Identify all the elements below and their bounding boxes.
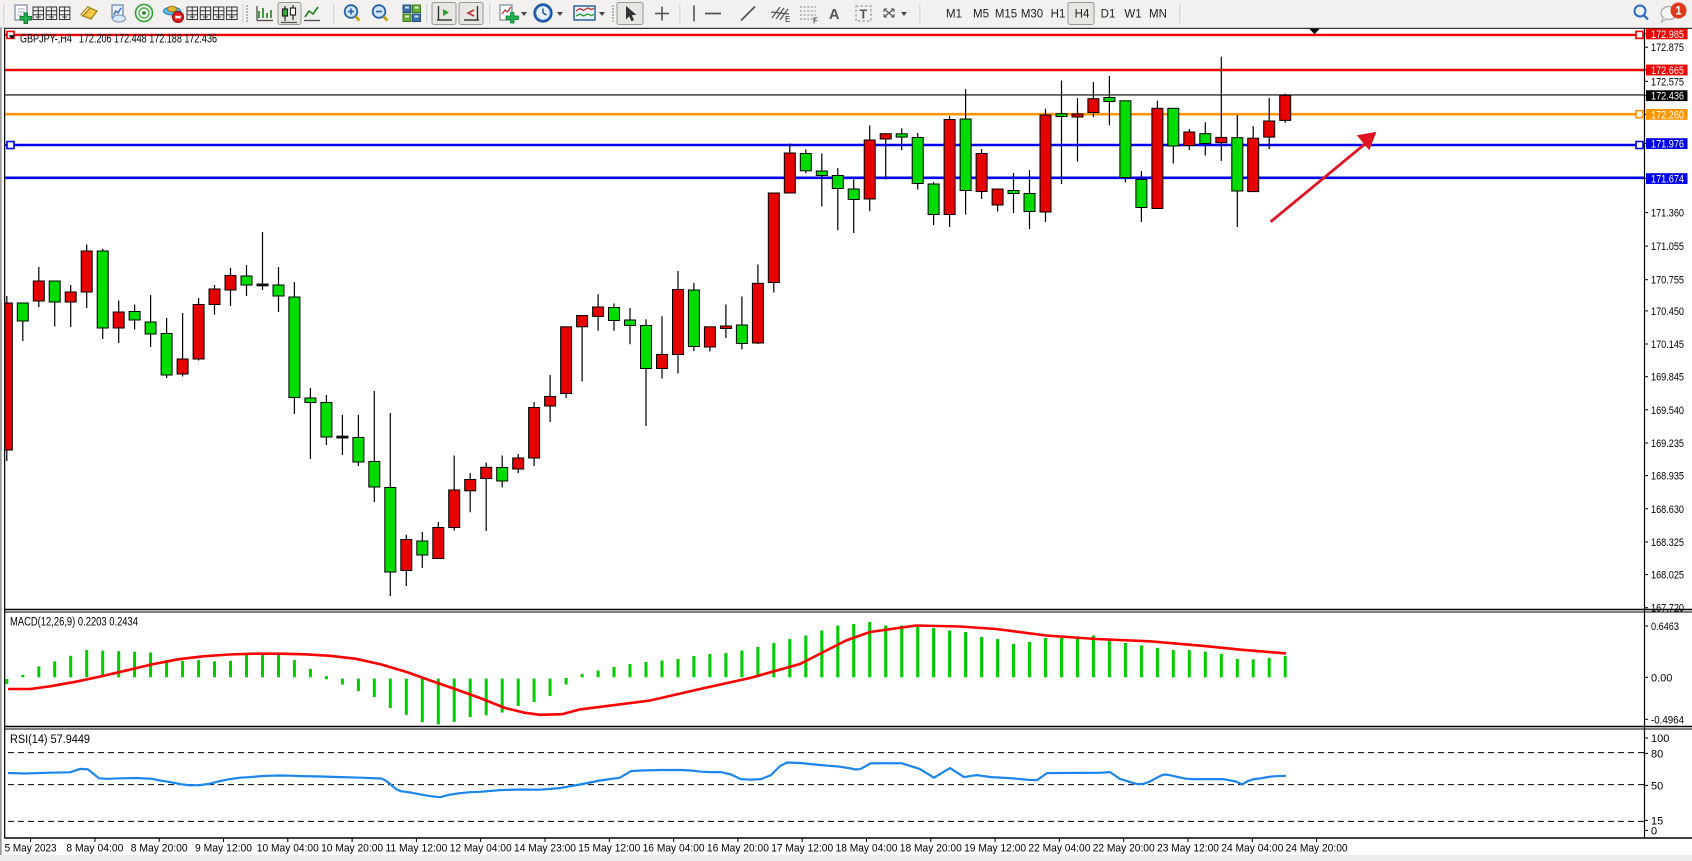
svg-text:10 May 04:00: 10 May 04:00 (257, 843, 319, 855)
svg-text:80: 80 (1651, 748, 1663, 760)
svg-text:171.674: 171.674 (1651, 174, 1684, 186)
svg-text:168.325: 168.325 (1651, 537, 1684, 549)
svg-text:15: 15 (1651, 815, 1663, 827)
svg-text:M15: M15 (995, 9, 1017, 21)
svg-text:12 May 04:00: 12 May 04:00 (450, 843, 512, 855)
svg-text:10 May 20:00: 10 May 20:00 (321, 843, 383, 855)
svg-text:16 May 20:00: 16 May 20:00 (707, 843, 769, 855)
svg-text:23 May 12:00: 23 May 12:00 (1157, 843, 1219, 855)
svg-text:A: A (829, 7, 840, 23)
svg-text:MACD(12,26,9) 0.2203 0.2434: MACD(12,26,9) 0.2203 0.2434 (10, 617, 138, 629)
svg-text:0.6463: 0.6463 (1651, 621, 1679, 633)
svg-text:172.985: 172.985 (1651, 29, 1684, 41)
svg-text:168.935: 168.935 (1651, 471, 1684, 483)
svg-text:50: 50 (1651, 780, 1663, 792)
svg-text:167.720: 167.720 (1651, 603, 1684, 615)
svg-text:172.875: 172.875 (1651, 42, 1684, 54)
svg-text:17 May 12:00: 17 May 12:00 (771, 843, 833, 855)
svg-text:169.845: 169.845 (1651, 372, 1684, 384)
svg-text:169.540: 169.540 (1651, 405, 1684, 417)
svg-text:18 May 04:00: 18 May 04:00 (836, 843, 898, 855)
svg-text:172.260: 172.260 (1651, 109, 1684, 121)
svg-text:14 May 23:00: 14 May 23:00 (514, 843, 576, 855)
svg-text:171.360: 171.360 (1651, 208, 1684, 220)
svg-text:19 May 12:00: 19 May 12:00 (964, 843, 1026, 855)
svg-text:9 May 12:00: 9 May 12:00 (195, 843, 252, 855)
svg-text:E: E (785, 15, 790, 24)
svg-text:171.976: 171.976 (1651, 139, 1684, 151)
svg-text:W1: W1 (1124, 9, 1141, 21)
svg-text:-0.4964: -0.4964 (1651, 714, 1684, 726)
svg-text:8 May 04:00: 8 May 04:00 (66, 843, 123, 855)
svg-text:5 May 2023: 5 May 2023 (5, 843, 57, 855)
svg-text:H1: H1 (1051, 9, 1066, 21)
svg-text:15 May 12:00: 15 May 12:00 (578, 843, 640, 855)
svg-text:F: F (813, 17, 818, 26)
svg-text:T: T (860, 8, 868, 22)
svg-text:M5: M5 (973, 9, 989, 21)
svg-text:0.00: 0.00 (1651, 672, 1672, 684)
svg-text:16 May 04:00: 16 May 04:00 (643, 843, 705, 855)
svg-text:168.025: 168.025 (1651, 570, 1684, 582)
svg-text:172.436: 172.436 (1651, 91, 1684, 103)
svg-text:171.055: 171.055 (1651, 241, 1684, 253)
svg-text:168.630: 168.630 (1651, 504, 1684, 516)
svg-text:172.665: 172.665 (1651, 65, 1684, 77)
svg-text:169.235: 169.235 (1651, 438, 1684, 450)
svg-text:172.575: 172.575 (1651, 76, 1684, 88)
svg-text:11 May 12:00: 11 May 12:00 (385, 843, 447, 855)
svg-text:22 May 04:00: 22 May 04:00 (1028, 843, 1090, 855)
svg-text:M1: M1 (946, 9, 962, 21)
svg-text:D1: D1 (1101, 9, 1116, 21)
svg-text:H4: H4 (1075, 9, 1090, 21)
svg-text:170.450: 170.450 (1651, 306, 1684, 318)
svg-text:M30: M30 (1021, 9, 1043, 21)
svg-text:0: 0 (1651, 825, 1657, 837)
svg-text:170.145: 170.145 (1651, 339, 1684, 351)
svg-text:8 May 20:00: 8 May 20:00 (131, 843, 188, 855)
svg-text:22 May 20:00: 22 May 20:00 (1093, 843, 1155, 855)
svg-text:MN: MN (1149, 9, 1167, 21)
svg-text:GBPJPY-,H4 172.206 172.448 17: GBPJPY-,H4 172.206 172.448 172.188 172.4… (20, 32, 217, 46)
svg-text:24 May 04:00: 24 May 04:00 (1221, 843, 1283, 855)
svg-text:18 May 20:00: 18 May 20:00 (900, 843, 962, 855)
svg-text:1: 1 (1675, 6, 1682, 18)
svg-text:RSI(14) 57.9449: RSI(14) 57.9449 (10, 734, 90, 746)
svg-text:24 May 20:00: 24 May 20:00 (1286, 843, 1348, 855)
svg-text:100: 100 (1651, 733, 1669, 745)
svg-text:170.755: 170.755 (1651, 275, 1684, 287)
